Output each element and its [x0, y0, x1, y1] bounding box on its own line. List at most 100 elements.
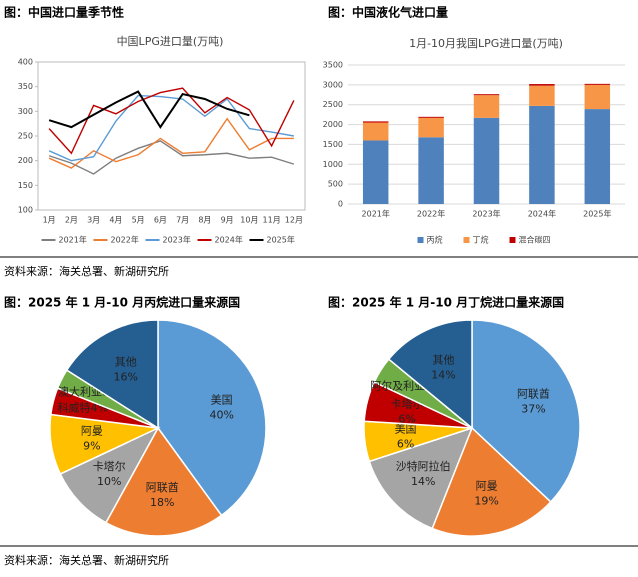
bar-segment	[584, 83, 611, 85]
legend-swatch	[509, 237, 516, 243]
plot-frame	[37, 61, 306, 211]
bar-segment	[362, 140, 389, 204]
y-tick-label: 350	[18, 82, 33, 91]
pie-slice	[65, 319, 159, 430]
x-tick-label: 8月	[198, 216, 211, 225]
slice-name: 阿曼	[476, 479, 498, 492]
y-tick-label: 300	[18, 107, 33, 116]
slice-name: 沙特阿拉伯	[396, 459, 451, 473]
legend-label: 丁烷	[473, 235, 489, 245]
slice-name: 阿联酋	[146, 480, 179, 494]
legend-label: 2025年	[267, 235, 295, 245]
series-line	[48, 87, 295, 155]
bar-segment	[473, 94, 500, 96]
bar-segment	[418, 116, 444, 118]
x-tick-label: 2022年	[417, 209, 445, 219]
caption: 图：2025 年 1 月-10 月丁烷进口量来源国	[328, 295, 564, 310]
slice-name: 阿曼	[81, 424, 103, 437]
x-tick-label: 3月	[87, 216, 100, 225]
legend-label: 2021年	[59, 235, 87, 245]
x-tick-label: 10月	[240, 216, 258, 225]
y-tick-label: 0	[338, 200, 343, 209]
source: 资料来源：海关总署、新湖研究所	[4, 553, 169, 567]
chart-title: 中国LPG进口量(万吨)	[117, 35, 224, 48]
slice-name: 阿尔及利亚	[370, 379, 425, 392]
series-line	[48, 94, 294, 162]
pie-slice	[471, 319, 581, 503]
slice-value: 6%	[397, 437, 414, 450]
bar-segment	[473, 95, 500, 118]
bar-segment	[418, 137, 444, 204]
y-tick-label: 400	[18, 58, 33, 67]
y-tick-label: 150	[18, 181, 33, 190]
slice-value: 37%	[521, 402, 545, 415]
bar-segment	[529, 84, 555, 86]
slice-value: 18%	[150, 496, 174, 509]
x-tick-label: 6月	[154, 216, 167, 225]
y-tick-label: 500	[328, 180, 343, 189]
slice-value: 6%	[398, 412, 415, 425]
slice-name: 其他	[115, 355, 137, 368]
bar-segment	[584, 84, 611, 110]
slice-name: 美国	[211, 393, 233, 406]
legend-label: 2022年	[111, 235, 139, 245]
slice-value: 16%	[114, 370, 138, 383]
y-tick-label: 2000	[323, 120, 343, 129]
bar-segment	[473, 117, 500, 204]
pie-slice	[387, 319, 473, 430]
slice-name: 美国	[395, 422, 417, 435]
legend-label: 丙烷	[427, 235, 443, 245]
caption: 图：中国进口量季节性	[4, 5, 124, 20]
x-tick-label: 7月	[176, 216, 189, 225]
legend-label: 2023年	[163, 235, 191, 245]
x-tick-label: 12月	[285, 216, 303, 225]
source: 资料来源：海关总署、新湖研究所	[4, 264, 169, 278]
x-tick-label: 2025年	[583, 209, 611, 219]
y-tick-label: 200	[18, 156, 33, 165]
slice-value: 40%	[209, 408, 233, 421]
bar-segment	[418, 117, 444, 138]
legend-swatch	[417, 237, 424, 243]
x-tick-label: 2024年	[528, 209, 556, 219]
x-tick-label: 5月	[132, 216, 145, 225]
bar-segment	[529, 85, 555, 106]
y-tick-label: 100	[18, 206, 33, 215]
chart-title: 1月-10月我国LPG进口量(万吨)	[409, 37, 563, 50]
x-tick-label: 11月	[263, 216, 281, 225]
y-tick-label: 1000	[323, 160, 343, 169]
y-tick-label: 250	[18, 132, 33, 141]
series-line	[48, 140, 295, 175]
slice-value: 14%	[431, 368, 455, 381]
slice-name: 澳大利亚	[58, 385, 102, 399]
y-tick-label: 3000	[323, 80, 343, 89]
bar-segment	[362, 121, 389, 123]
bar-segment	[362, 122, 389, 141]
slice-value: 14%	[411, 475, 435, 488]
caption: 图：2025 年 1 月-10 月丙烷进口量来源国	[4, 295, 240, 310]
slice-value: 19%	[474, 494, 498, 507]
slice-value: 9%	[83, 439, 100, 452]
bar-segment	[584, 109, 611, 204]
x-tick-label: 1月	[43, 216, 56, 225]
slice-name: 阿联酋	[517, 386, 550, 400]
x-tick-label: 2月	[65, 216, 78, 225]
legend-swatch	[463, 237, 470, 243]
slice-name: 卡塔尔	[93, 460, 126, 473]
slice-name: 科威特	[57, 401, 90, 415]
slice-value: 10%	[97, 475, 121, 488]
x-tick-label: 4月	[109, 216, 122, 225]
x-tick-label: 9月	[221, 216, 234, 225]
y-tick-label: 2500	[323, 100, 343, 109]
series-line	[48, 117, 294, 169]
x-tick-label: 2021年	[362, 209, 390, 219]
legend-label: 2024年	[215, 235, 243, 245]
series-line	[48, 90, 250, 129]
slice-name: 其他	[432, 353, 454, 366]
pie-slice	[104, 426, 223, 537]
bar-segment	[529, 105, 555, 204]
legend-label: 混合碳四	[519, 235, 551, 245]
y-tick-label: 3500	[323, 61, 343, 70]
y-tick-label: 1500	[323, 140, 343, 149]
x-tick-label: 2023年	[472, 209, 500, 219]
